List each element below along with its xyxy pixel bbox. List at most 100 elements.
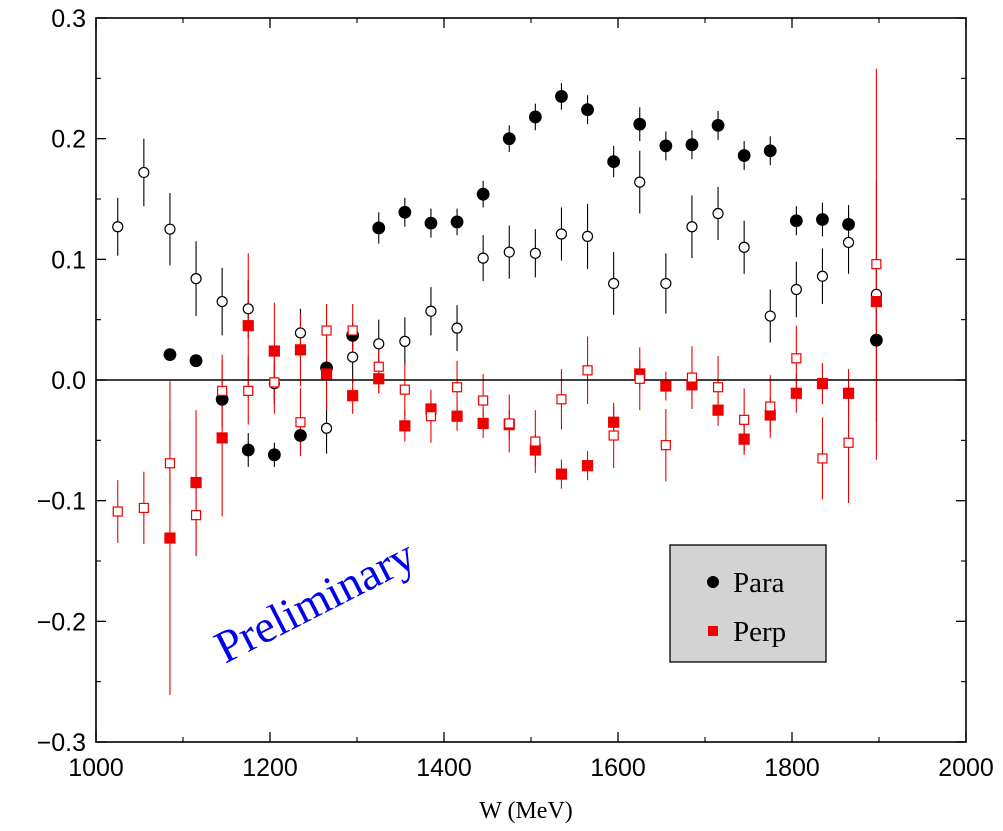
circle-filled-point xyxy=(607,155,621,168)
circle-open-point xyxy=(764,310,776,322)
square-filled-point xyxy=(347,390,359,402)
square-filled-point xyxy=(555,468,568,480)
circle-open-point xyxy=(712,207,724,220)
legend: Para Perp xyxy=(669,544,827,663)
circle-open-point xyxy=(399,335,411,347)
circle-filled-point xyxy=(685,138,699,152)
circle-filled-point xyxy=(241,443,255,457)
circle-open-point xyxy=(686,221,698,233)
circle-filled-point xyxy=(711,118,725,132)
circle-filled-point xyxy=(163,348,177,362)
circle-open-point xyxy=(529,247,541,259)
square-open-point xyxy=(556,394,567,405)
circle-filled-point xyxy=(502,132,516,146)
x-tick-label: 1800 xyxy=(764,754,820,782)
circle-filled-point xyxy=(267,448,281,462)
circle-filled-point xyxy=(555,90,568,103)
circle-filled-point xyxy=(424,216,438,230)
x-tick-label: 1000 xyxy=(68,754,124,782)
circle-filled-point xyxy=(842,217,855,231)
square-open-point xyxy=(817,453,828,464)
circle-filled-point xyxy=(372,221,386,235)
circle-filled-point xyxy=(763,144,777,158)
circle-open-point xyxy=(112,221,124,233)
y-tick-label: 0.3 xyxy=(51,5,86,33)
circle-filled-point xyxy=(189,354,203,368)
square-open-point xyxy=(582,365,593,376)
circle-open-point xyxy=(816,270,829,282)
circle-filled-point xyxy=(737,149,751,162)
square-open-point xyxy=(791,353,802,364)
axis-ticks xyxy=(95,17,967,743)
square-filled-point xyxy=(216,432,228,444)
square-open-point xyxy=(686,372,698,383)
square-filled-point xyxy=(608,416,620,428)
circle-filled-point xyxy=(294,429,307,442)
circle-filled-point xyxy=(528,110,542,124)
square-filled-point xyxy=(320,368,333,380)
square-filled-point xyxy=(242,320,254,332)
legend-box xyxy=(669,544,827,663)
square-open-point xyxy=(138,502,149,514)
square-filled-point xyxy=(842,387,855,399)
square-filled-point xyxy=(581,460,594,472)
square-open-point xyxy=(269,377,280,388)
circle-open-point xyxy=(634,176,646,188)
legend-marker-para xyxy=(707,576,719,588)
square-filled-point xyxy=(660,380,672,392)
square-open-point xyxy=(530,436,541,447)
square-filled-point xyxy=(712,404,724,416)
square-filled-point xyxy=(870,295,882,308)
tick-labels: 1000 1200 1400 1600 1800 2000 0.3 0.2 0.1 0.0 −0.1… xyxy=(37,5,994,782)
square-open-point xyxy=(347,325,358,336)
square-filled-point xyxy=(268,345,280,357)
square-open-point xyxy=(425,411,437,422)
legend-marker-perp xyxy=(708,626,718,636)
square-open-point xyxy=(190,510,202,521)
circle-filled-point xyxy=(816,213,829,226)
x-tick-label: 1600 xyxy=(590,754,646,782)
square-filled-point xyxy=(738,433,750,445)
circle-open-point xyxy=(660,277,672,290)
y-tick-label: 0.2 xyxy=(51,126,86,154)
circle-open-point xyxy=(842,236,855,249)
circle-filled-point xyxy=(659,139,673,153)
square-open-point xyxy=(478,395,489,406)
circle-open-point xyxy=(477,252,489,264)
legend-label-para: Para xyxy=(733,567,785,599)
square-filled-point xyxy=(477,417,489,430)
square-open-point xyxy=(321,325,332,336)
x-tick-label: 1200 xyxy=(242,754,298,782)
circle-open-point xyxy=(138,166,150,179)
y-tick-label: 0.0 xyxy=(51,367,86,395)
circle-open-point xyxy=(320,422,333,434)
square-filled-point xyxy=(816,378,829,390)
square-open-point xyxy=(451,382,463,393)
circle-open-point xyxy=(608,277,620,290)
square-open-point xyxy=(243,385,254,396)
circle-open-point xyxy=(503,246,515,258)
circle-filled-point xyxy=(869,333,883,347)
square-open-point xyxy=(608,430,619,441)
square-open-point xyxy=(504,418,515,429)
square-open-point xyxy=(634,373,645,384)
circle-open-point xyxy=(373,338,385,350)
square-filled-point xyxy=(451,410,463,422)
square-open-point xyxy=(843,437,854,448)
circle-open-point xyxy=(347,351,359,363)
square-filled-point xyxy=(164,532,176,544)
square-filled-point xyxy=(190,476,202,489)
circle-filled-point xyxy=(581,103,594,117)
circle-open-point xyxy=(555,228,568,240)
circle-open-point xyxy=(790,283,802,296)
circle-open-point xyxy=(738,241,750,253)
square-open-point xyxy=(373,361,384,372)
square-filled-point xyxy=(373,373,385,385)
circle-filled-point xyxy=(450,215,464,229)
y-tick-label: −0.2 xyxy=(37,608,86,636)
x-tick-label: 2000 xyxy=(938,754,994,782)
circle-open-point xyxy=(451,322,463,334)
circle-open-point xyxy=(216,295,228,308)
y-tick-label: −0.3 xyxy=(37,729,86,757)
circle-open-point xyxy=(164,223,176,235)
